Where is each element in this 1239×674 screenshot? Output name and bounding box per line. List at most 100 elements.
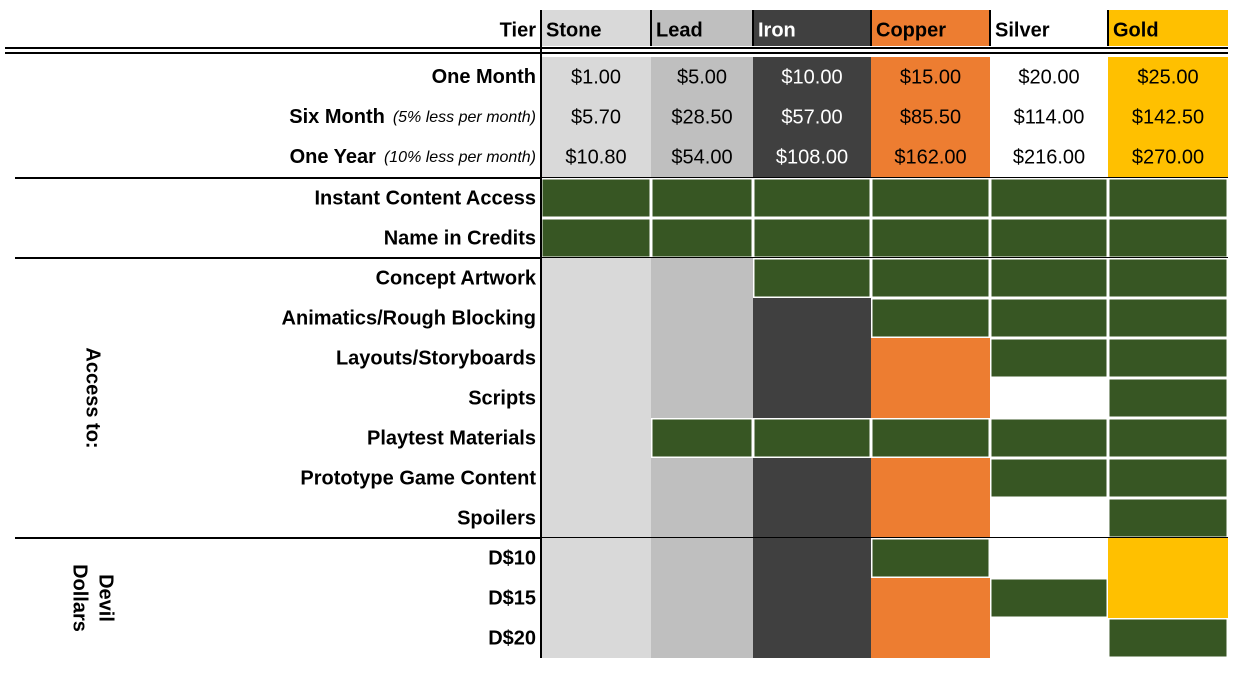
feature-label: Layouts/Storyboards bbox=[336, 347, 536, 369]
feature-label: Name in Credits bbox=[384, 227, 536, 249]
price: $5.00 bbox=[677, 66, 727, 88]
price: $10.00 bbox=[781, 66, 842, 88]
price: $85.50 bbox=[900, 106, 961, 128]
included-cell bbox=[1109, 339, 1227, 377]
price: $28.50 bbox=[671, 106, 732, 128]
price-cell bbox=[990, 137, 1108, 177]
included-cell bbox=[991, 219, 1107, 257]
not-included-cell bbox=[990, 498, 1108, 538]
feature-label: Concept Artwork bbox=[376, 267, 537, 289]
not-included-cell bbox=[651, 378, 753, 418]
not-included-cell bbox=[541, 498, 651, 538]
included-cell bbox=[991, 179, 1107, 217]
price: $57.00 bbox=[781, 106, 842, 128]
not-included-cell bbox=[990, 538, 1108, 578]
not-included-cell bbox=[541, 578, 651, 618]
tier-header-cell bbox=[753, 10, 871, 46]
included-cell bbox=[1109, 419, 1227, 457]
price-cell bbox=[871, 137, 990, 177]
price-cell bbox=[541, 97, 651, 137]
included-cell bbox=[991, 419, 1107, 457]
not-included-cell bbox=[990, 378, 1108, 418]
not-included-cell bbox=[651, 338, 753, 378]
feature-label: Playtest Materials bbox=[367, 427, 536, 449]
price-cell bbox=[753, 137, 871, 177]
tier-name: Copper bbox=[876, 19, 946, 41]
price: $54.00 bbox=[671, 146, 732, 168]
section-title: Access to: bbox=[82, 347, 104, 448]
included-cell bbox=[652, 219, 752, 257]
included-cell bbox=[872, 419, 989, 457]
included-cell bbox=[991, 299, 1107, 337]
tier-header-cell bbox=[990, 10, 1108, 46]
not-included-cell bbox=[651, 578, 753, 618]
price-label: One Year (10% less per month) bbox=[290, 146, 536, 168]
price: $20.00 bbox=[1018, 66, 1079, 88]
included-cell bbox=[754, 179, 870, 217]
price-note: (5% less per month) bbox=[393, 109, 536, 126]
price-cell bbox=[753, 97, 871, 137]
not-included-cell bbox=[651, 258, 753, 298]
price: $270.00 bbox=[1132, 146, 1204, 168]
price-cell bbox=[651, 97, 753, 137]
price-label: Six Month (5% less per month) bbox=[289, 106, 536, 128]
feature-label: D$15 bbox=[488, 587, 536, 609]
not-included-cell bbox=[871, 498, 990, 538]
included-cell bbox=[991, 339, 1107, 377]
price-cell bbox=[990, 57, 1108, 97]
not-included-cell bbox=[871, 578, 990, 618]
included-cell bbox=[1109, 379, 1227, 417]
included-cell bbox=[991, 579, 1107, 617]
feature-label: Spoilers bbox=[457, 507, 536, 529]
price-cell bbox=[871, 97, 990, 137]
included-cell bbox=[652, 419, 752, 457]
price: $25.00 bbox=[1137, 66, 1198, 88]
price-period: Six Month bbox=[289, 106, 385, 128]
tier-name: Silver bbox=[995, 19, 1050, 41]
not-included-cell bbox=[651, 618, 753, 658]
not-included-cell bbox=[541, 618, 651, 658]
not-included-cell bbox=[753, 618, 871, 658]
price: $1.00 bbox=[571, 66, 621, 88]
not-included-cell bbox=[1108, 578, 1228, 618]
tier-name: Stone bbox=[546, 19, 602, 41]
not-included-cell bbox=[541, 458, 651, 498]
included-cell bbox=[872, 179, 989, 217]
section-title: Devil bbox=[95, 574, 117, 622]
included-cell bbox=[542, 179, 650, 217]
price: $5.70 bbox=[571, 106, 621, 128]
price-period: One Year bbox=[290, 146, 377, 168]
price-period: One Month bbox=[432, 66, 536, 88]
tier-name: Iron bbox=[758, 19, 796, 41]
not-included-cell bbox=[753, 298, 871, 338]
not-included-cell bbox=[871, 338, 990, 378]
price-cell bbox=[1108, 137, 1228, 177]
price: $108.00 bbox=[776, 146, 848, 168]
feature-label: Animatics/Rough Blocking bbox=[282, 307, 536, 329]
price-cell bbox=[541, 57, 651, 97]
price: $15.00 bbox=[900, 66, 961, 88]
included-cell bbox=[754, 219, 870, 257]
not-included-cell bbox=[651, 498, 753, 538]
included-cell bbox=[872, 299, 989, 337]
not-included-cell bbox=[753, 458, 871, 498]
price-cell bbox=[1108, 57, 1228, 97]
price-cell bbox=[651, 57, 753, 97]
feature-label: Instant Content Access bbox=[314, 187, 536, 209]
not-included-cell bbox=[990, 618, 1108, 658]
tier-name: Lead bbox=[656, 19, 703, 41]
not-included-cell bbox=[541, 338, 651, 378]
included-cell bbox=[1109, 179, 1227, 217]
price-cell bbox=[871, 57, 990, 97]
price: $114.00 bbox=[1014, 106, 1085, 128]
tier-header-cell bbox=[1108, 10, 1228, 46]
included-cell bbox=[1109, 219, 1227, 257]
feature-label: Prototype Game Content bbox=[300, 467, 536, 489]
included-cell bbox=[542, 219, 650, 257]
feature-label: D$10 bbox=[488, 547, 536, 569]
not-included-cell bbox=[753, 498, 871, 538]
price-cell bbox=[990, 97, 1108, 137]
tier-header-cell bbox=[651, 10, 753, 46]
tier-header-label: Tier bbox=[500, 19, 537, 41]
